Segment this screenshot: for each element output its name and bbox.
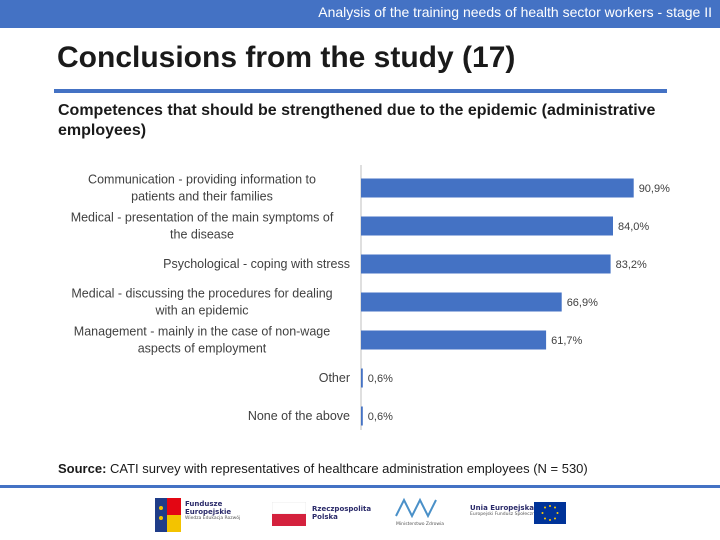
bar-chart: 90,9% Communication - providing informati… [71,165,670,430]
chart-title: Competences that should be strengthened … [58,102,656,139]
data-label: 66,9% [567,297,598,309]
bar [361,178,634,198]
data-label: 84,0% [618,221,649,233]
footer-logos: Fundusze Europejskie Wiedza Edukacja Roz… [0,490,720,540]
category-label: Psychological - coping with stress [163,257,350,271]
source-note: Source: CATI survey with representatives… [58,461,588,476]
eu-funds-logo: Fundusze Europejskie Wiedza Edukacja Roz… [155,496,245,532]
eu-funds-line-2: Europejskie [185,508,232,516]
data-label: 0,6% [368,411,393,423]
eu-funds-emblem-icon [155,498,181,532]
eu-flag-icon [534,502,566,524]
ministry-logo: Ministerstwo Zdrowia [390,496,450,532]
ministry-sub: Ministerstwo Zdrowia [396,522,445,527]
bar [361,216,613,236]
page-title: Conclusions from the study (17) [57,41,516,74]
bar [361,406,363,426]
category-label: Management - mainly in the case of non-w… [74,325,330,356]
eu-funds-sub: Wiedza Edukacja Rozwój [185,516,241,521]
top-banner: Analysis of the training needs of health… [0,0,720,28]
poland-line-2: Polska [312,513,338,521]
bar [361,292,562,312]
eu-funds-line-1: Fundusze [185,500,223,508]
category-label: None of the above [248,409,350,423]
category-label: Medical - discussing the procedures for … [71,287,332,318]
polish-flag-icon [272,502,306,526]
eu-logo: Unia Europejska Europejski Fundusz Społe… [470,500,570,530]
footer-divider [0,485,720,488]
source-label: Source: [58,461,107,476]
category-label: Other [319,371,350,385]
data-label: 83,2% [616,259,647,271]
category-label: Medical - presentation of the main sympt… [71,211,334,242]
eu-union-name: Unia Europejska [470,504,534,512]
bar [361,368,363,388]
source-text: CATI survey with representatives of heal… [106,461,588,476]
data-label: 0,6% [368,373,393,385]
poland-line-1: Rzeczpospolita [312,505,372,513]
data-label: 90,9% [639,183,670,195]
poland-logo: Rzeczpospolita Polska [272,500,372,530]
bar [361,254,611,274]
banner-text: Analysis of the training needs of health… [318,4,712,20]
ministry-emblem-icon [395,497,437,518]
data-label: 61,7% [551,335,582,347]
bar [361,330,547,350]
eu-union-sub: Europejski Fundusz Społeczny [470,512,538,517]
category-label: Communication - providing information to… [88,173,316,204]
title-divider [54,89,667,93]
